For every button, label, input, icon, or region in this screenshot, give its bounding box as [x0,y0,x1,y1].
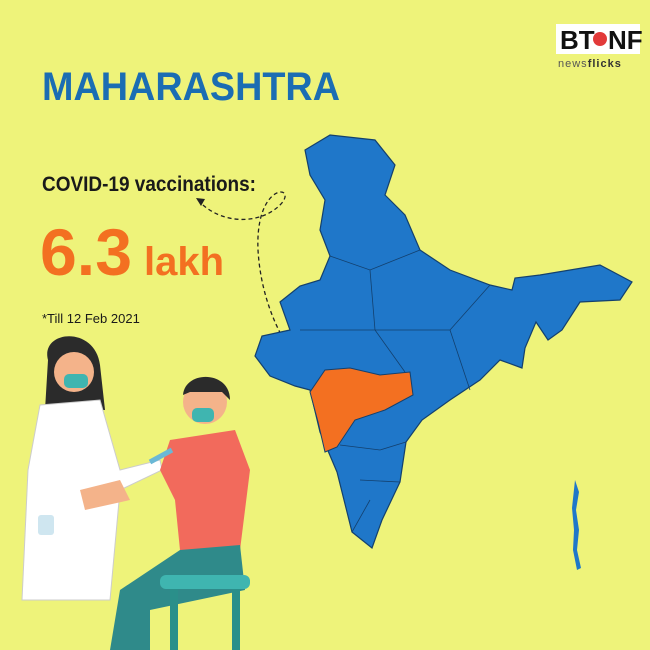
logo-right: NF [608,25,643,55]
logo-tagline: newsflicks [558,58,622,70]
andaman-islands [572,480,581,570]
stool-leg [170,589,178,650]
patient-shirt [160,430,250,550]
nurse-pocket [38,515,54,535]
tagline-flicks: flicks [588,58,622,70]
nurse-mask [64,374,88,388]
patient [110,376,250,650]
footnote: *Till 12 Feb 2021 [42,311,140,326]
state-borders [300,249,491,533]
stat-unit: lakh [144,240,224,284]
india-map [254,134,633,570]
stool-seat [160,575,250,589]
tagline-news: news [558,58,588,70]
maharashtra [309,367,414,453]
title: MAHARASHTRA [42,65,340,109]
stat-label: COVID-19 vaccinations: [42,173,256,196]
pointer-head [196,198,205,206]
logo-virus [593,32,607,46]
logo: BT NF newsflicks [556,24,643,70]
syringe [148,447,174,465]
pointer [197,191,346,401]
logo-left: BT [560,25,595,55]
nurse-hand [80,480,130,510]
patient-hair [183,376,230,400]
nurse [21,336,163,601]
patient-mask [192,408,214,422]
stat-value: 6.3 [40,215,132,289]
india [254,134,633,549]
stat: 6.3 lakh [40,215,224,289]
stool-leg [232,589,240,650]
